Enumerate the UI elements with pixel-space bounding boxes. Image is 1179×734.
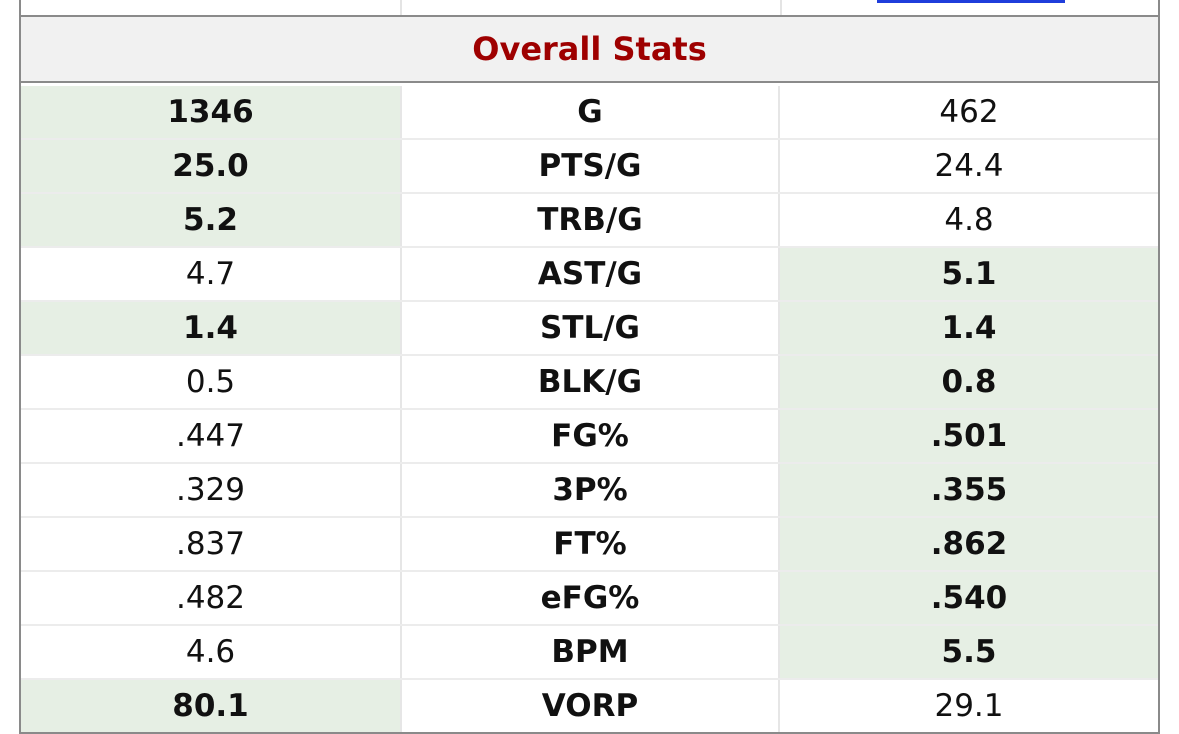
table-row: 4.7 AST/G 5.1 xyxy=(21,248,1158,302)
table-row: .447 FG% .501 xyxy=(21,410,1158,464)
player2-value: .540 xyxy=(780,572,1158,624)
table-row: 1.4 STL/G 1.4 xyxy=(21,302,1158,356)
player2-value: .501 xyxy=(780,410,1158,462)
table-row: 4.6 BPM 5.5 xyxy=(21,626,1158,680)
stat-label: AST/G xyxy=(400,248,780,300)
stat-label: BLK/G xyxy=(400,356,780,408)
stat-label: G xyxy=(400,86,780,138)
table-row: 5.2 TRB/G 4.8 xyxy=(21,194,1158,248)
player1-value: 0.5 xyxy=(185,364,236,400)
player1-value: 4.6 xyxy=(185,634,236,670)
table-row: 80.1 VORP 29.1 xyxy=(21,680,1158,732)
player2-value: 462 xyxy=(939,94,999,130)
link-underline[interactable] xyxy=(877,0,1065,3)
table-row: .329 3P% .355 xyxy=(21,464,1158,518)
player1-value: 1.4 xyxy=(21,302,400,354)
player2-value: .355 xyxy=(780,464,1158,516)
player2-value: 29.1 xyxy=(934,688,1004,724)
player1-value: .837 xyxy=(175,526,246,562)
table-row: 25.0 PTS/G 24.4 xyxy=(21,140,1158,194)
player2-value: 4.8 xyxy=(944,202,994,238)
table-title: Overall Stats xyxy=(21,17,1158,83)
stat-label: FG% xyxy=(400,410,780,462)
player2-value: .862 xyxy=(780,518,1158,570)
player2-value: 1.4 xyxy=(780,302,1158,354)
player1-value: .447 xyxy=(175,418,246,454)
column-divider xyxy=(400,0,402,15)
player2-value: 5.5 xyxy=(780,626,1158,678)
table-row: .482 eFG% .540 xyxy=(21,572,1158,626)
overall-stats-table: Overall Stats 1346 G 462 25.0 PTS/G 24.4 5.2 TR… xyxy=(19,15,1160,734)
player1-value: 80.1 xyxy=(21,680,400,732)
previous-section-bottom xyxy=(19,0,1160,15)
player1-value: .329 xyxy=(175,472,246,508)
player2-value: 24.4 xyxy=(934,148,1004,184)
column-divider xyxy=(780,0,782,15)
stat-label: BPM xyxy=(400,626,780,678)
stat-label: eFG% xyxy=(400,572,780,624)
stat-label: VORP xyxy=(400,680,780,732)
stat-label: FT% xyxy=(400,518,780,570)
player1-value: 1346 xyxy=(21,86,400,138)
stat-label: 3P% xyxy=(400,464,780,516)
stat-label: PTS/G xyxy=(400,140,780,192)
table-row: 1346 G 462 xyxy=(21,86,1158,140)
table-row: 0.5 BLK/G 0.8 xyxy=(21,356,1158,410)
player1-value: .482 xyxy=(175,580,246,616)
stat-label: STL/G xyxy=(400,302,780,354)
table-row: .837 FT% .862 xyxy=(21,518,1158,572)
player2-value: 5.1 xyxy=(780,248,1158,300)
player1-value: 4.7 xyxy=(185,256,236,292)
player2-value: 0.8 xyxy=(780,356,1158,408)
player1-value: 5.2 xyxy=(21,194,400,246)
player1-value: 25.0 xyxy=(21,140,400,192)
stats-rows: 1346 G 462 25.0 PTS/G 24.4 5.2 TRB/G 4.8 4.7 AST/G… xyxy=(21,83,1158,732)
stat-label: TRB/G xyxy=(400,194,780,246)
